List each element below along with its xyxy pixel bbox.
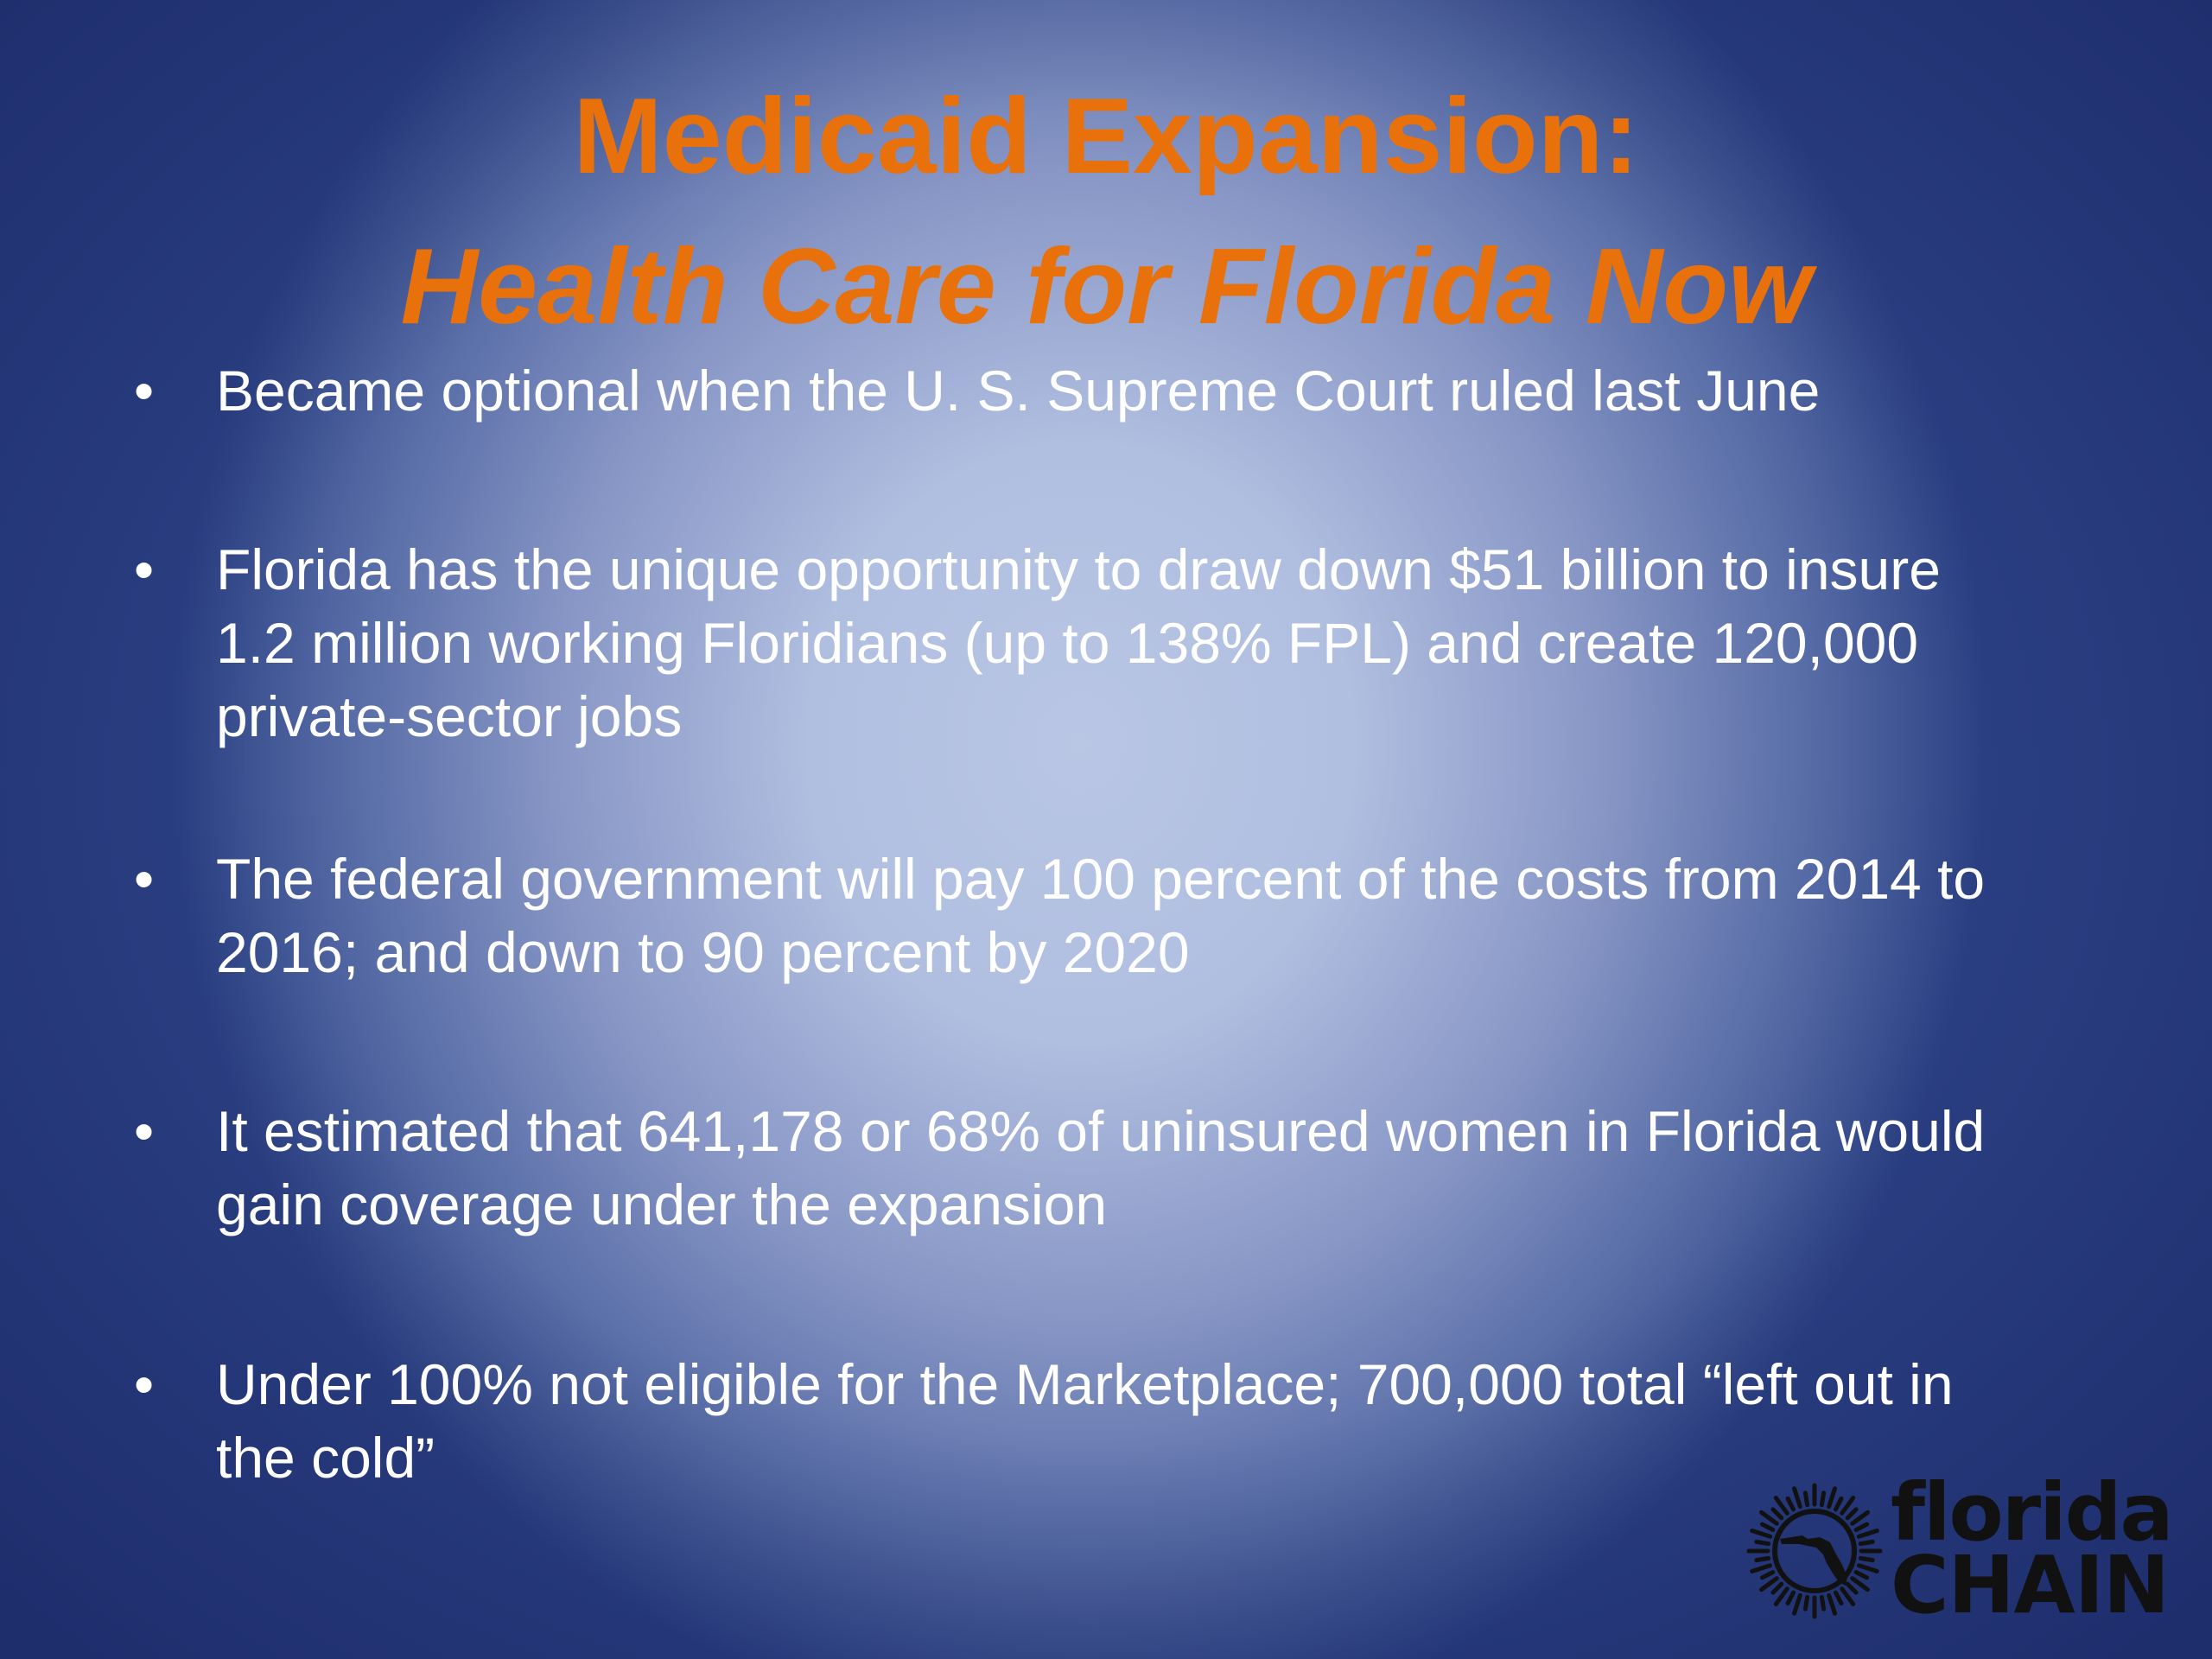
sun-ray xyxy=(1792,1592,1802,1616)
florida-chain-logo: florida CHAIN xyxy=(1745,1466,2177,1631)
bullet-text: Under 100% not eligible for the Marketpl… xyxy=(216,1352,1954,1490)
sun-ray xyxy=(1853,1570,1870,1580)
bullet-marker: • xyxy=(134,1099,155,1163)
sun-ray xyxy=(1834,1496,1844,1512)
florida-map-sun-icon xyxy=(1746,1483,1883,1619)
sun-ray xyxy=(1802,1594,1810,1611)
slide-title: Medicaid Expansion: xyxy=(573,77,1639,196)
sun-ray xyxy=(1858,1539,1875,1547)
sun-ray xyxy=(1845,1581,1859,1595)
bullet-text: It estimated that 641,178 or 68% of unin… xyxy=(216,1099,1986,1236)
sun-ray xyxy=(1840,1586,1856,1606)
sun-ray xyxy=(1773,1586,1789,1606)
sun-ray xyxy=(1759,1576,1779,1592)
sun-ray xyxy=(1827,1592,1837,1616)
bullet-text: Became optional when the U. S. Supreme C… xyxy=(216,359,1821,423)
bullet-marker: • xyxy=(134,847,155,911)
sun-ray xyxy=(1759,1570,1776,1580)
sun-ray xyxy=(1819,1491,1827,1508)
sun-ray xyxy=(1759,1522,1776,1532)
sun-ray xyxy=(1759,1510,1779,1526)
sun-ray xyxy=(1850,1576,1870,1592)
sun-ray xyxy=(1858,1555,1875,1563)
sun-ray xyxy=(1853,1522,1870,1532)
sun-ray xyxy=(1750,1529,1773,1539)
sun-ray xyxy=(1754,1555,1771,1563)
bullet-text: The federal government will pay 100 perc… xyxy=(216,847,1986,984)
sun-ray xyxy=(1770,1507,1784,1521)
sun-ray xyxy=(1850,1510,1870,1526)
sun-ray xyxy=(1773,1496,1789,1516)
logo-text-chain: CHAIN xyxy=(1891,1539,2170,1631)
bullet-marker: • xyxy=(134,537,155,601)
sun-ray xyxy=(1845,1507,1859,1521)
sun-ray xyxy=(1834,1590,1844,1606)
sun-ray xyxy=(1856,1563,1879,1573)
sun-ray xyxy=(1785,1590,1796,1606)
bullet-marker: • xyxy=(134,1352,155,1416)
bullet-text: Florida has the unique opportunity to dr… xyxy=(216,537,1941,748)
sun-ray xyxy=(1785,1496,1796,1512)
sun-ray xyxy=(1754,1539,1771,1547)
sun-ray xyxy=(1802,1491,1810,1508)
sun-ray xyxy=(1770,1581,1784,1595)
bullet-marker: • xyxy=(134,359,155,423)
sun-ray xyxy=(1750,1563,1773,1573)
sun-ray xyxy=(1827,1486,1837,1510)
sun-ray xyxy=(1840,1496,1856,1516)
sun-ray xyxy=(1819,1594,1827,1611)
slide-subtitle: Health Care for Florida Now xyxy=(400,227,1812,346)
sun-ray xyxy=(1856,1529,1879,1539)
sun-ray xyxy=(1792,1486,1802,1510)
logo-text-florida: florida xyxy=(1891,1466,2174,1559)
